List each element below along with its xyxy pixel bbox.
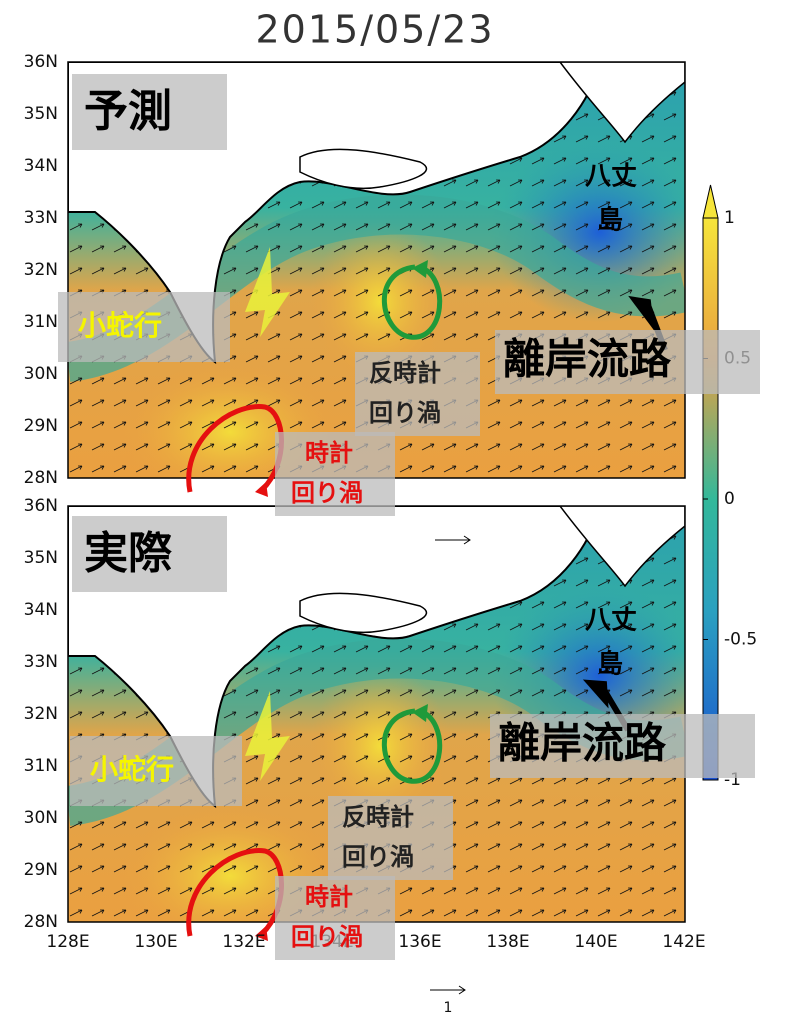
- eddy-label: 時計: [305, 439, 353, 467]
- lat-label: 28N: [24, 912, 58, 932]
- lat-label: 32N: [24, 260, 58, 280]
- panel-label: 実際: [84, 528, 172, 579]
- lon-label: 136E: [398, 932, 441, 952]
- lat-label: 33N: [24, 652, 58, 672]
- label-box: [490, 714, 755, 778]
- lat-label: 29N: [24, 416, 58, 436]
- meander-label: 小蛇行: [78, 309, 162, 342]
- vector-key: [430, 985, 466, 995]
- lat-label: 36N: [24, 496, 58, 516]
- path-label: 離岸流路: [503, 335, 672, 384]
- label-box: [275, 876, 395, 960]
- lat-label: 30N: [24, 364, 58, 384]
- lat-label: 29N: [24, 860, 58, 880]
- label-box: [355, 352, 480, 436]
- label-box: [328, 796, 453, 880]
- lat-label: 31N: [24, 756, 58, 776]
- island-label: 八丈: [585, 606, 637, 636]
- label-box: [495, 330, 760, 394]
- label-box: [58, 292, 230, 362]
- lat-label: 36N: [24, 52, 58, 72]
- lat-label: 34N: [24, 156, 58, 176]
- island-label: 八丈: [585, 162, 637, 192]
- colorbar-label: 1: [724, 208, 735, 228]
- lat-label: 33N: [24, 208, 58, 228]
- island-label: 島: [597, 206, 623, 236]
- lon-label: 130E: [134, 932, 177, 952]
- eddy-label: 反時計: [369, 359, 441, 387]
- vector-scale: 1: [444, 1000, 453, 1016]
- lat-label: 28N: [24, 468, 58, 488]
- lat-label: 31N: [24, 312, 58, 332]
- vector-key: [435, 535, 471, 545]
- island-label: 島: [597, 650, 623, 680]
- lat-label: 32N: [24, 704, 58, 724]
- colorbar-label: 0: [724, 489, 735, 509]
- lon-label: 138E: [486, 932, 529, 952]
- label-box: [72, 74, 227, 150]
- lat-label: 35N: [24, 548, 58, 568]
- colorbar-top: [702, 184, 719, 219]
- label-box: [275, 432, 395, 516]
- lat-label: 30N: [24, 808, 58, 828]
- meander-label: 小蛇行: [90, 753, 174, 786]
- path-label: 離岸流路: [498, 719, 667, 768]
- title: 2015/05/23: [255, 8, 494, 52]
- lon-label: 142E: [662, 932, 705, 952]
- label-box: [72, 516, 227, 592]
- lon-label: 140E: [574, 932, 617, 952]
- eddy-label: 回り渦: [342, 843, 414, 871]
- lat-label: 34N: [24, 600, 58, 620]
- panel-label: 予測: [84, 86, 172, 137]
- lon-label: 128E: [46, 932, 89, 952]
- colorbar-label: -0.5: [724, 630, 757, 650]
- eddy-label: 回り渦: [291, 923, 363, 951]
- eddy-label: 回り渦: [291, 479, 363, 507]
- label-box: [70, 736, 242, 806]
- eddy-label: 回り渦: [369, 399, 441, 427]
- eddy-label: 反時計: [342, 803, 414, 831]
- lon-label: 132E: [222, 932, 265, 952]
- lat-label: 35N: [24, 104, 58, 124]
- eddy-label: 時計: [305, 883, 353, 911]
